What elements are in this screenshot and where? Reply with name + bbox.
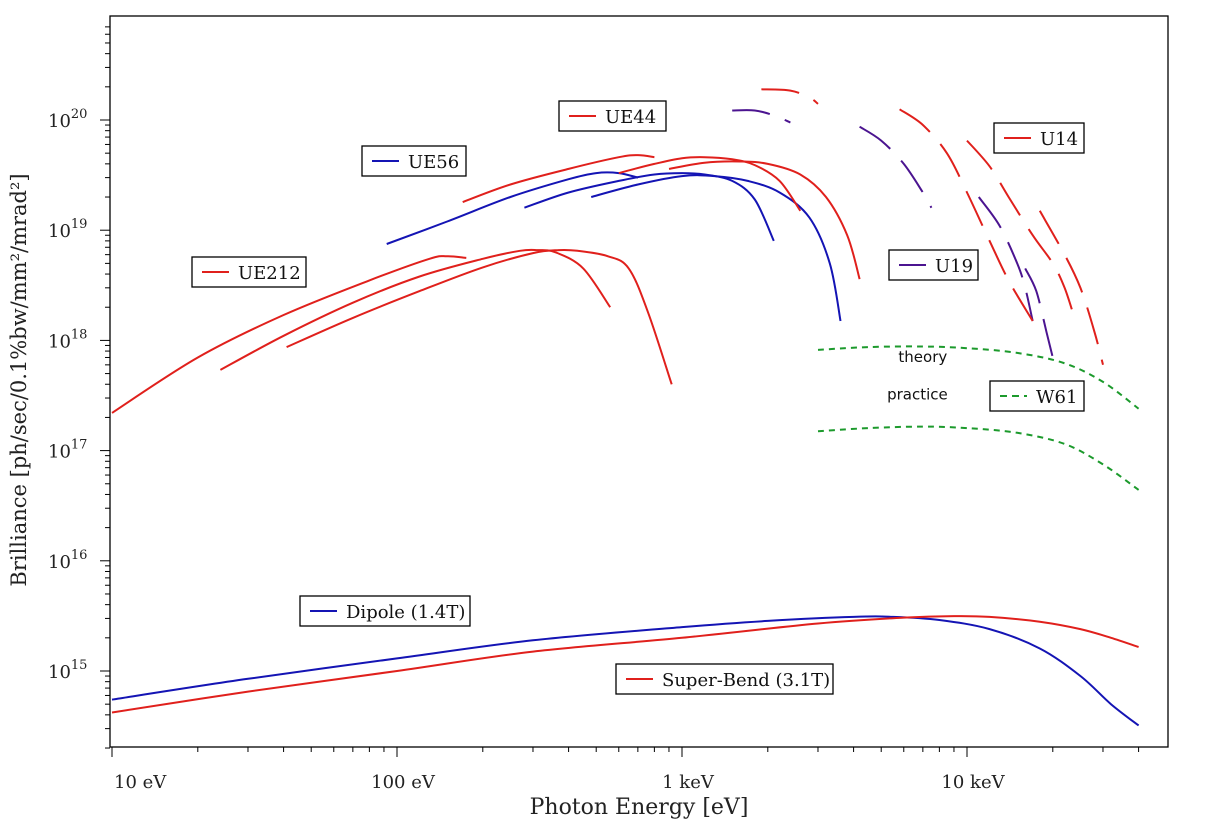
y-tick-label: 1015 (48, 658, 87, 683)
x-tick-label: 1 keV (662, 772, 715, 793)
x-tick-labels: 10 eV 100 eV 1 keV 10 keV (114, 772, 1006, 793)
legend-label: UE44 (605, 107, 656, 128)
legend-dipole-1-4t: Dipole (1.4T) (299, 595, 471, 627)
legend-boxes: UE212 UE56 UE44 U19 U14 W61 Dipole (1.4T) Super… (191, 100, 1085, 695)
series-curve-u19 (977, 196, 1034, 322)
minor-ticks (105, 26, 1140, 752)
series-curve-ue44 (668, 160, 861, 280)
series-curve-ue44 (462, 154, 655, 204)
legend-ue212: UE212 (191, 256, 307, 288)
legend-w61: W61 (989, 380, 1085, 412)
series-curve-w61 (817, 425, 1140, 491)
series-curve-w61 (817, 345, 1140, 410)
series-curve-u19 (1024, 267, 1054, 358)
y-tick-label: 1017 (48, 438, 87, 463)
y-axis-label: Brilliance [ph/sec/0.1%bw/mm²/mrad²] (7, 173, 31, 586)
x-tick-label: 10 keV (941, 772, 1005, 793)
legend-label: UE212 (238, 263, 301, 284)
legend-label: UE56 (408, 152, 459, 173)
series-curve-ue56 (590, 174, 842, 322)
y-tick-labels: 1015 1016 1017 1018 1019 1020 (48, 107, 87, 683)
annotation-theory: theory (898, 348, 947, 366)
series-curve-ue56 (386, 171, 639, 245)
series-curve-ue212 (219, 248, 612, 371)
legend-label: U19 (935, 256, 973, 277)
series-curve-ue212 (286, 248, 673, 385)
plot-frame (109, 15, 1169, 748)
y-tick-label: 1018 (48, 327, 87, 352)
series-curve-u19 (732, 109, 791, 124)
series-curve-u19 (859, 125, 933, 209)
legend-label: W61 (1036, 387, 1077, 408)
series-curve-ue56 (524, 172, 775, 242)
x-tick-label: 10 eV (114, 772, 167, 793)
series-curve-dipole-1-4t (111, 615, 1140, 727)
major-ticks (100, 119, 968, 757)
x-tick-label: 100 eV (371, 772, 436, 793)
y-tick-label: 1019 (48, 217, 87, 242)
legend-ue44: UE44 (558, 100, 667, 132)
legend-box (361, 145, 467, 177)
series-curve-u14 (1038, 210, 1104, 366)
series-curve-u14 (761, 88, 819, 105)
legend-u19: U19 (888, 249, 979, 281)
series-curve-ue212 (111, 255, 467, 414)
y-tick-label: 1016 (48, 548, 87, 573)
series-curve-u14 (899, 108, 1034, 322)
annotation-practice: practice (887, 386, 948, 404)
legend-label: U14 (1040, 129, 1078, 150)
series-curve-ue44 (618, 156, 802, 212)
series-curve-super-bend-3-1t (111, 615, 1139, 714)
series-curve-u14 (966, 139, 1077, 322)
annotations: theory practice (887, 348, 948, 404)
legend-ue56: UE56 (361, 145, 467, 177)
legend-label: Super-Bend (3.1T) (662, 670, 830, 691)
legend-u14: U14 (993, 122, 1085, 154)
legend-super-bend-3-1t: Super-Bend (3.1T) (615, 663, 834, 695)
series-curves (111, 88, 1140, 727)
y-tick-label: 1020 (48, 107, 87, 132)
legend-label: Dipole (1.4T) (346, 602, 465, 623)
x-axis-label: Photon Energy [eV] (530, 795, 749, 820)
